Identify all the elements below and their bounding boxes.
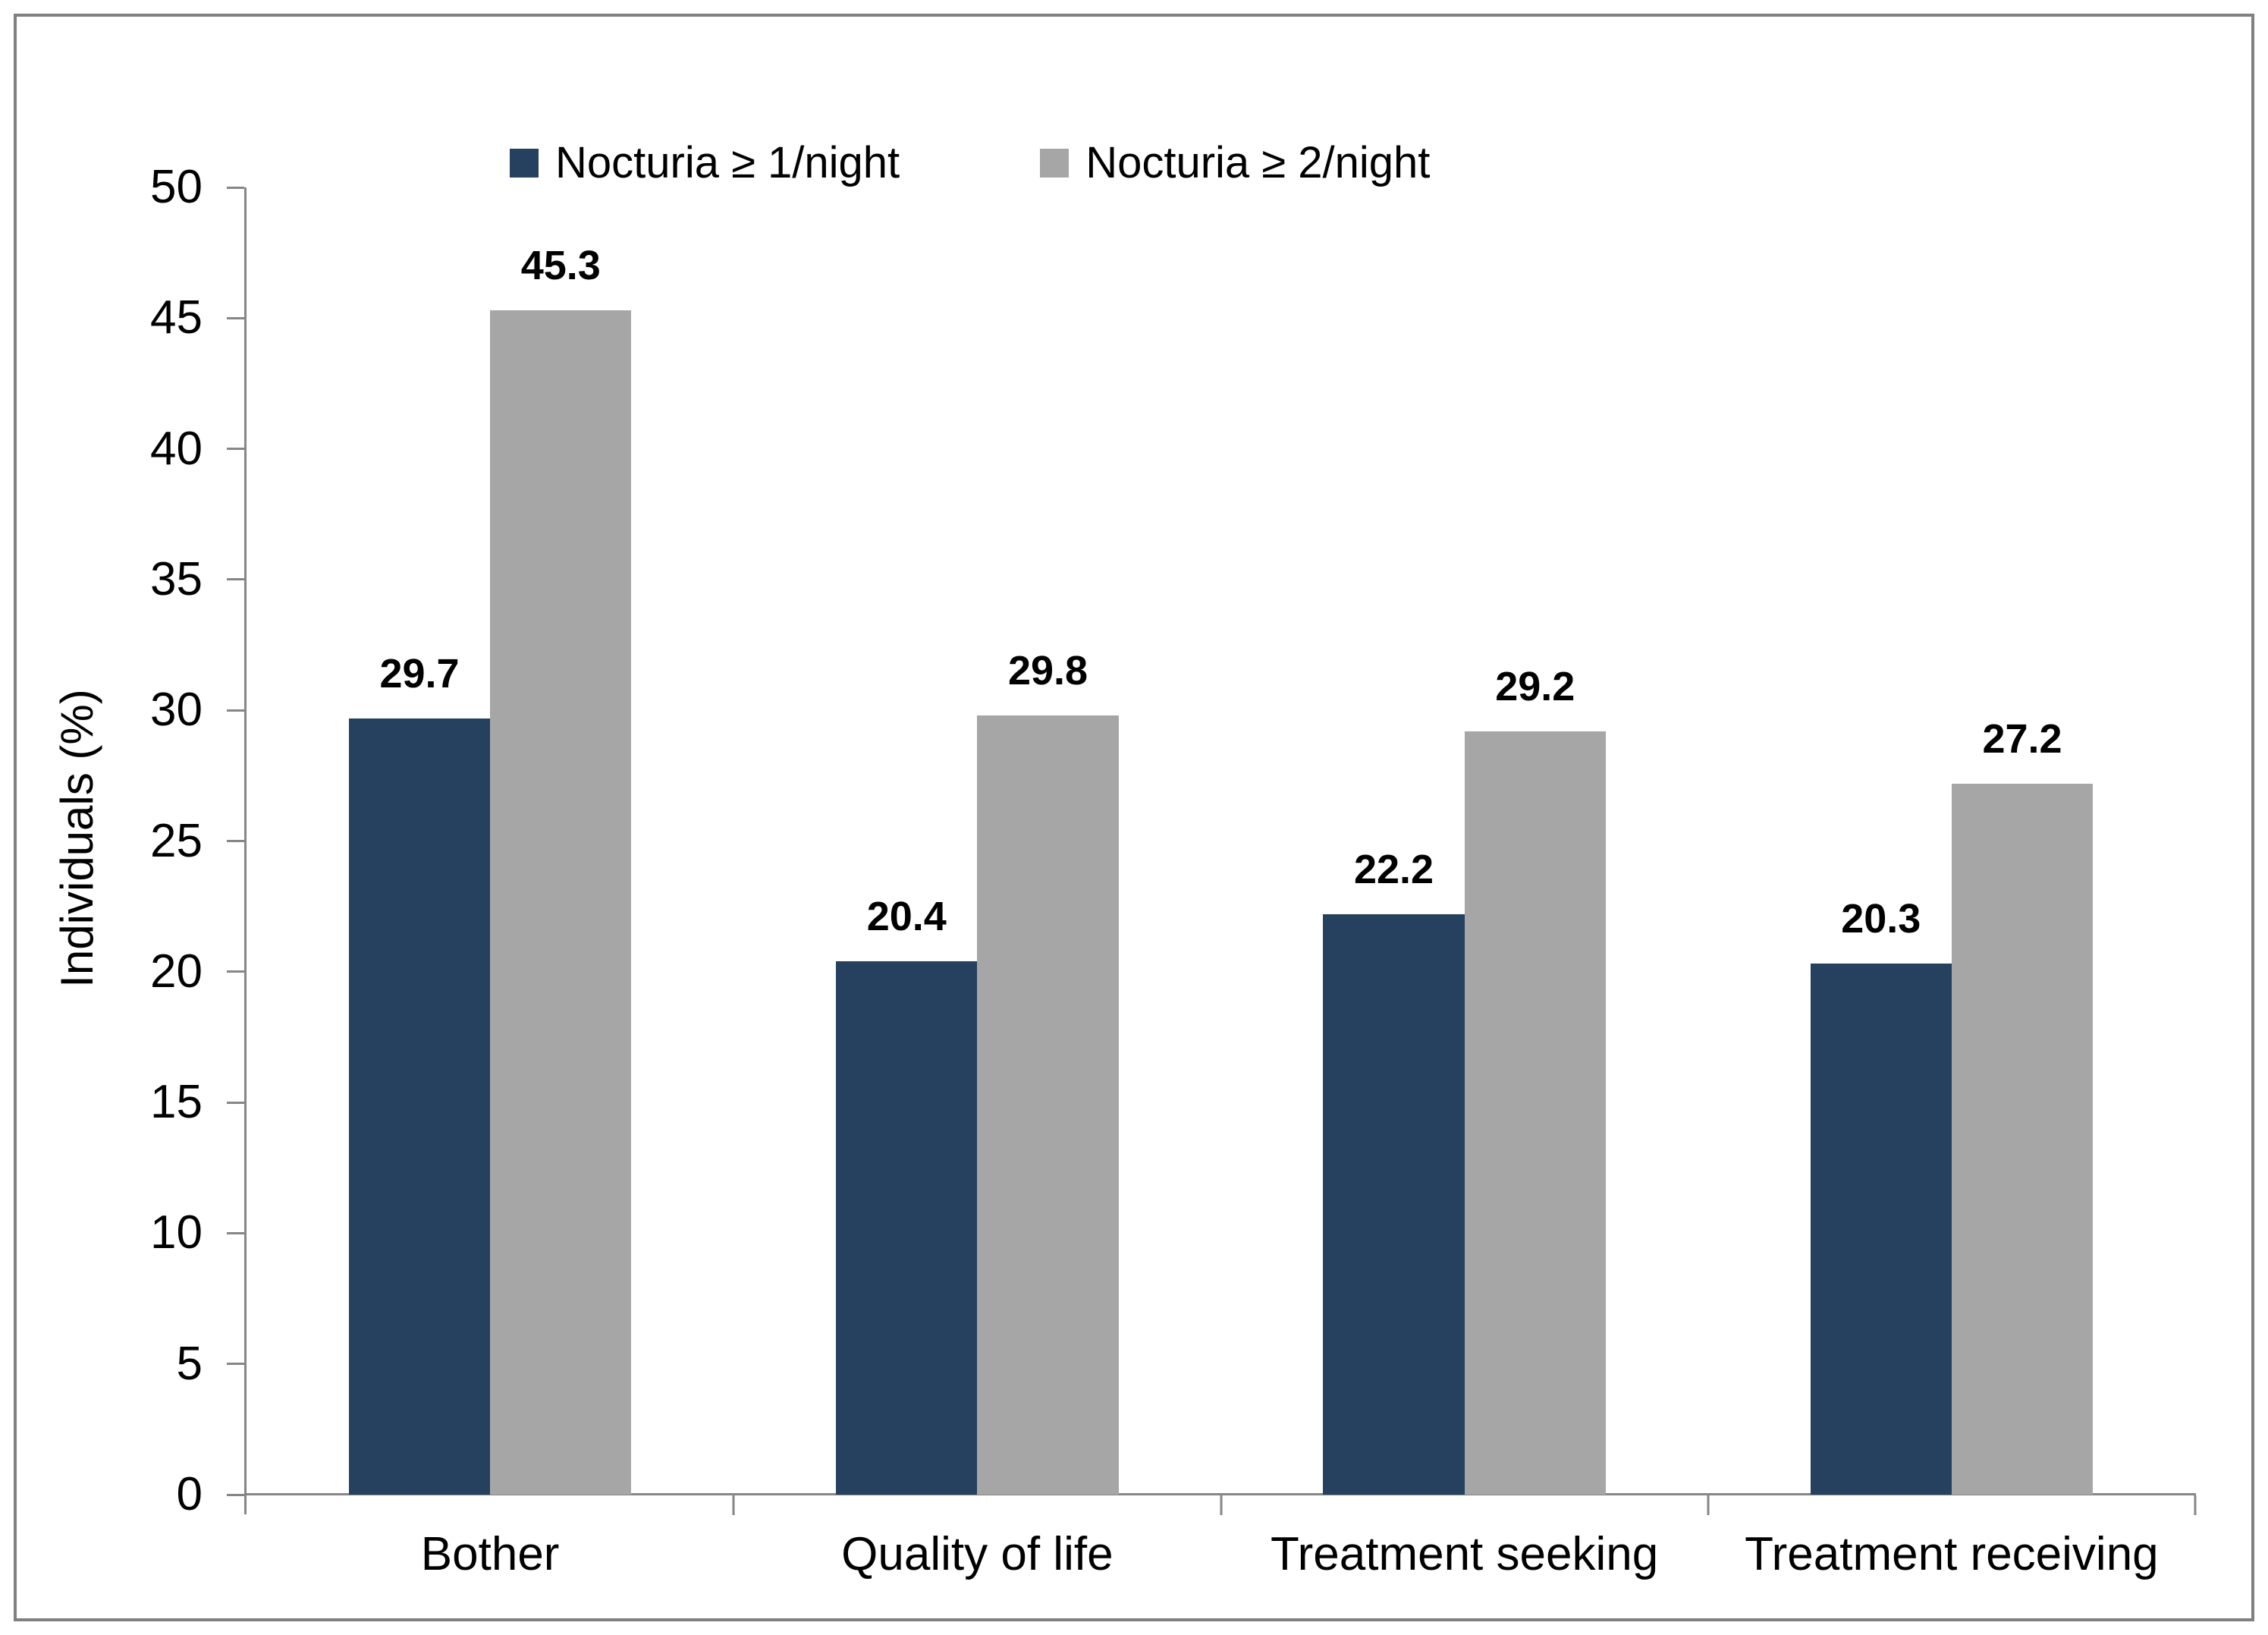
chart-frame — [14, 14, 2254, 1621]
y-tick-mark — [227, 316, 244, 319]
bar-value-label: 45.3 — [520, 242, 601, 288]
y-tick-label: 15 — [150, 1076, 203, 1129]
bar-value-label: 20.4 — [866, 894, 947, 940]
category-label: Treatment seeking — [1271, 1528, 1659, 1580]
bar-column: 29.8 — [977, 187, 1119, 1495]
bar-value-label: 29.2 — [1495, 663, 1575, 709]
bar — [490, 310, 632, 1495]
y-tick-label: 50 — [150, 161, 203, 213]
legend-label: Nocturia ≥ 1/night — [555, 138, 900, 187]
bar-column: 45.3 — [490, 187, 632, 1495]
y-tick-mark — [227, 1101, 244, 1104]
y-tick-label: 35 — [150, 552, 203, 605]
y-tick-mark — [227, 840, 244, 842]
bar — [977, 715, 1119, 1495]
y-axis-line — [244, 187, 247, 1514]
bar-group: 20.3 27.2 — [1708, 187, 2195, 1495]
bar-column: 27.2 — [1951, 187, 2094, 1495]
y-tick-label: 5 — [176, 1337, 203, 1390]
bar — [1464, 731, 1606, 1495]
bar-group: 20.4 29.8 — [733, 187, 1220, 1495]
y-tick-label: 45 — [150, 291, 203, 344]
y-tick-mark — [227, 578, 244, 581]
legend: Nocturia ≥ 1/night Nocturia ≥ 2/night — [510, 141, 1430, 185]
bar-column: 22.2 — [1323, 187, 1465, 1495]
bar — [836, 961, 978, 1495]
y-tick-label: 40 — [150, 422, 203, 475]
y-tick-label: 30 — [150, 684, 203, 737]
plot-area: 0 5 10 15 20 25 30 35 40 45 50 29.7 45.3 20.4 29.8 22.… — [150, 164, 2197, 1578]
y-tick-mark — [227, 1231, 244, 1234]
bar-value-label: 20.3 — [1841, 896, 1921, 942]
y-tick-mark — [227, 970, 244, 973]
legend-label: Nocturia ≥ 2/night — [1085, 138, 1431, 187]
bar-column: 20.3 — [1810, 187, 1952, 1495]
y-tick-label: 25 — [150, 814, 203, 867]
bar-value-label: 29.7 — [379, 650, 460, 696]
legend-item: Nocturia ≥ 1/night — [510, 141, 900, 185]
bar-column: 29.7 — [348, 187, 491, 1495]
bar-value-label: 22.2 — [1353, 847, 1434, 892]
y-tick-label: 20 — [150, 945, 203, 998]
y-tick-label: 0 — [176, 1468, 203, 1520]
y-tick-mark — [227, 1493, 244, 1496]
category-label: Bother — [420, 1528, 560, 1580]
legend-swatch — [1040, 149, 1070, 178]
x-tick-mark — [1220, 1495, 1222, 1515]
legend-item: Nocturia ≥ 2/night — [1040, 141, 1430, 185]
x-tick-mark — [732, 1495, 735, 1515]
x-tick-mark — [1707, 1495, 1710, 1515]
category-labels: Bother Quality of life Treatment seeking Tr… — [247, 1531, 2195, 1578]
bar-value-label: 29.8 — [1007, 648, 1088, 694]
y-axis-title: Individuals (%) — [52, 689, 102, 988]
bar — [1810, 964, 1952, 1495]
bar — [348, 718, 491, 1495]
x-axis-line — [244, 1493, 2196, 1495]
y-tick-mark — [227, 1363, 244, 1366]
bar-group: 22.2 29.2 — [1221, 187, 1708, 1495]
category-label: Treatment receiving — [1745, 1528, 2159, 1580]
bar-groups: 29.7 45.3 20.4 29.8 22.2 29.2 20.3 27.2 — [247, 187, 2195, 1495]
bar-column: 29.2 — [1464, 187, 1606, 1495]
y-tick-mark — [227, 448, 244, 451]
y-tick-mark — [227, 709, 244, 712]
bar-value-label: 27.2 — [1982, 715, 2062, 762]
bar — [1323, 914, 1465, 1495]
category-label: Quality of life — [841, 1528, 1114, 1580]
y-tick-mark — [227, 186, 244, 189]
bar — [1951, 783, 2094, 1495]
bar-column: 20.4 — [836, 187, 978, 1495]
x-tick-mark — [2194, 1495, 2197, 1515]
bar-group: 29.7 45.3 — [247, 187, 733, 1495]
y-tick-label: 10 — [150, 1206, 203, 1259]
legend-swatch — [510, 149, 539, 178]
